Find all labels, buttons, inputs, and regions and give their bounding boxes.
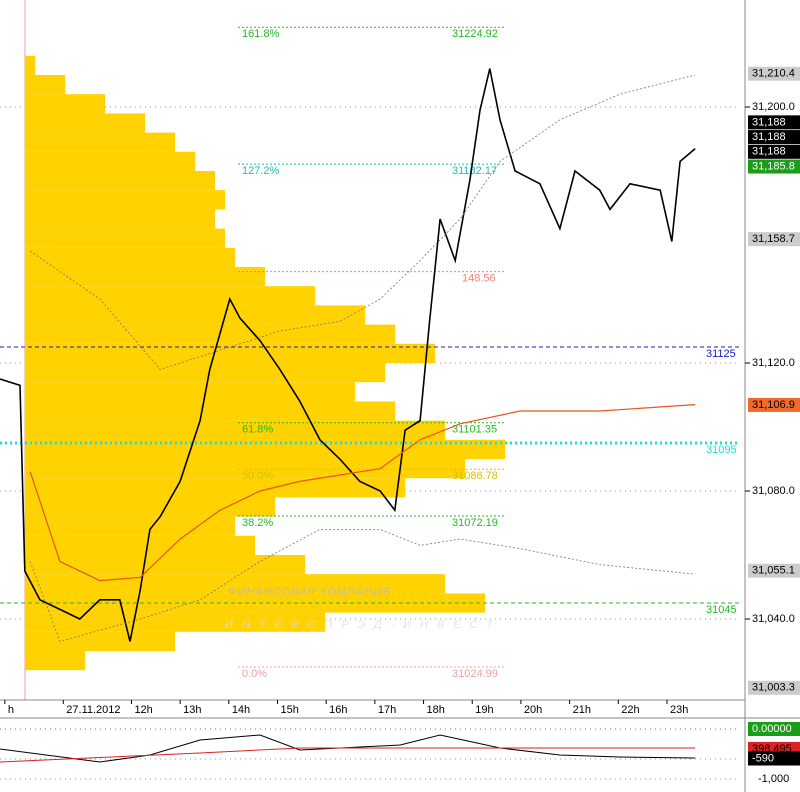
x-tick-label: 22h	[621, 704, 639, 716]
profile-bar	[25, 171, 215, 191]
x-tick-label: 23h	[670, 704, 688, 716]
level-label: 31095	[706, 444, 737, 456]
level-label: 31125	[706, 348, 736, 360]
profile-bar	[25, 209, 215, 229]
price-badge-label: 31,188	[752, 116, 786, 128]
profile-bar	[25, 132, 175, 152]
profile-bar	[25, 516, 235, 536]
y-tick-label: 31,040.0	[752, 613, 795, 625]
profile-bar	[25, 75, 65, 95]
price-badge	[748, 144, 800, 159]
profile-bar	[25, 305, 365, 325]
price-badge-label: 31,106.9	[752, 399, 795, 411]
profile-bar	[25, 612, 325, 632]
price-badge	[748, 680, 800, 695]
fib-pct-label: 127.2%	[242, 165, 280, 177]
watermark: ИНТЕРСПРЭД-ИНВЕСТ	[225, 619, 502, 631]
profile-bar	[25, 420, 445, 440]
profile-bar	[25, 190, 225, 210]
level-label: 31045	[706, 604, 737, 616]
series-line	[0, 68, 696, 642]
profile-bar	[25, 247, 235, 268]
profile-bar	[25, 55, 35, 76]
fib-pct-label: 0.0%	[242, 668, 267, 680]
price-badge-label: 0.00000	[752, 723, 792, 735]
profile-bar	[25, 382, 355, 402]
price-badge-label: 31,003.3	[752, 682, 795, 694]
profile-bar	[25, 459, 465, 479]
y-tick-label: 31,120.0	[752, 357, 795, 369]
price-badge-label: 31,188	[752, 146, 786, 158]
fib-price-label: 31101.35	[452, 424, 497, 436]
profile-bar	[25, 267, 265, 287]
y-tick-label: 31,080.0	[752, 485, 795, 497]
x-tick-label: 18h	[427, 704, 445, 716]
y-tick-label: 31,200.0	[752, 101, 795, 113]
price-badge	[748, 115, 800, 130]
fib-pct-label: 161.8%	[242, 28, 280, 40]
fib-price-label: 148.56	[462, 273, 496, 285]
series-line	[29, 529, 696, 642]
x-tick-label: 27.11.2012	[66, 704, 120, 716]
profile-bar	[25, 651, 85, 671]
profile-bar	[25, 151, 195, 172]
x-tick-label: 14h	[232, 704, 250, 716]
fib-price-label: 31024.99	[452, 668, 498, 680]
x-tick-label: 12h	[134, 704, 152, 716]
profile-bar	[25, 113, 145, 133]
series-line	[29, 404, 696, 582]
x-tick-label: 13h	[183, 704, 201, 716]
price-badge	[748, 159, 800, 174]
profile-bar	[25, 535, 255, 556]
profile-bar	[25, 439, 505, 460]
profile-bar	[25, 324, 395, 344]
profile-bar	[25, 363, 385, 383]
x-tick-label: 17h	[378, 704, 396, 716]
profile-bar	[25, 94, 105, 114]
series-line	[29, 74, 696, 370]
price-badge	[748, 751, 800, 766]
x-tick-label: 16h	[329, 704, 347, 716]
fib-pct-label: 61.8%	[242, 424, 273, 436]
profile-bar	[25, 574, 445, 594]
x-tick-label: 21h	[573, 704, 591, 716]
profile-bar	[25, 343, 435, 364]
profile-bar	[25, 555, 305, 575]
price-badge-label: 31,188	[752, 131, 786, 143]
price-badge-label: 31,055.1	[752, 565, 795, 577]
profile-bar	[25, 228, 225, 248]
profile-bar	[25, 401, 395, 421]
price-badge	[748, 397, 800, 412]
price-badge	[748, 563, 800, 578]
price-badge-label: 31,210.4	[752, 68, 795, 80]
watermark: ФИНАНСОВАЯ КОМПАНИЯ	[228, 586, 391, 598]
fib-price-label: 31224.92	[452, 28, 498, 40]
fib-pct-label: 38.2%	[242, 517, 273, 529]
price-badge-label: 31,158.7	[752, 233, 795, 245]
fib-price-label: 31182.17	[452, 165, 497, 177]
price-badge-label: -590	[752, 752, 774, 764]
price-badge	[748, 66, 800, 81]
profile-bar	[25, 631, 175, 652]
x-tick-label: h	[8, 704, 14, 716]
x-tick-label: 15h	[281, 704, 299, 716]
fib-price-label: 31072.19	[452, 517, 498, 529]
indicator-line	[0, 747, 696, 763]
profile-bar	[25, 478, 405, 498]
price-badge-label: 31,185.8	[752, 160, 795, 172]
price-badge	[748, 130, 800, 145]
indicator-tick-label: -1,000	[758, 773, 789, 785]
profile-bar	[25, 286, 315, 306]
fib-price-label: 31086.78	[452, 470, 498, 482]
profile-bar	[25, 497, 275, 517]
x-tick-label: 20h	[524, 704, 542, 716]
price-badge	[748, 722, 800, 736]
x-tick-label: 19h	[475, 704, 493, 716]
fib-pct-label: 50.0%	[242, 470, 273, 482]
price-badge	[748, 232, 800, 247]
